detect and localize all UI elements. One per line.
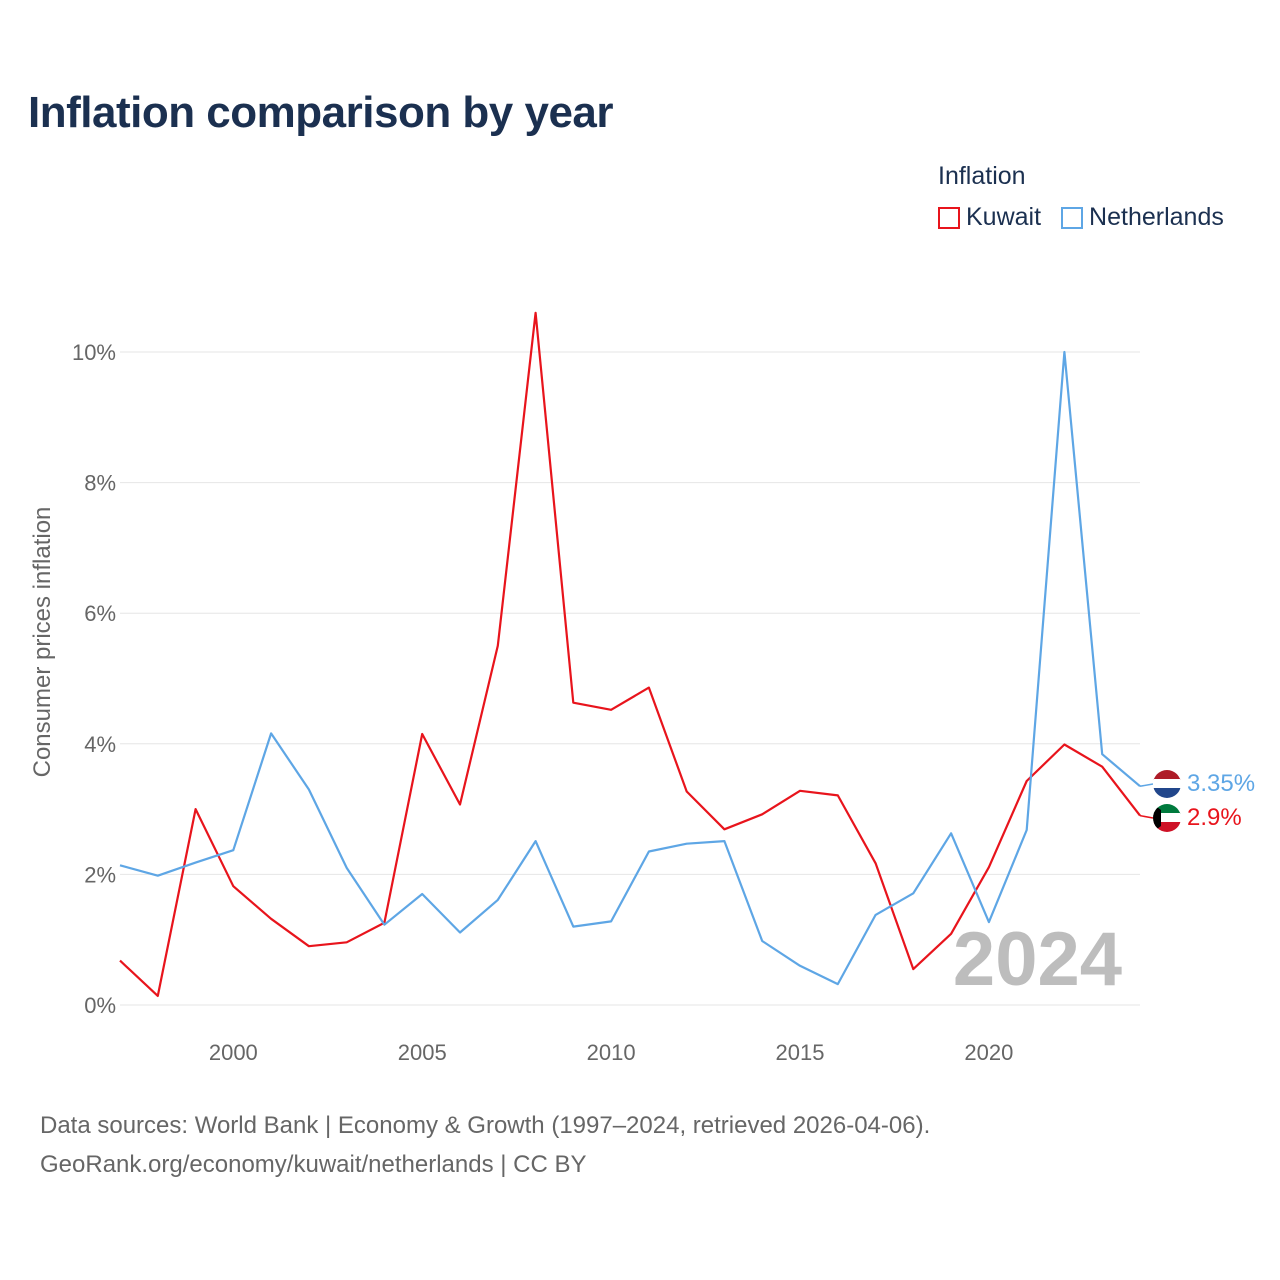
data-point-kuwait[interactable] (496, 644, 500, 648)
flag-netherlands-icon (1153, 770, 1181, 798)
legend-label-netherlands: Netherlands (1089, 203, 1224, 231)
x-tick-label: 2020 (964, 1040, 1013, 1065)
data-point-kuwait[interactable] (911, 967, 915, 971)
x-tick-label: 2010 (587, 1040, 636, 1065)
data-point-netherlands[interactable] (949, 831, 953, 835)
data-point-kuwait[interactable] (609, 708, 613, 712)
data-point-kuwait[interactable] (1100, 765, 1104, 769)
data-point-netherlands[interactable] (836, 982, 840, 986)
data-point-netherlands[interactable] (571, 925, 575, 929)
end-connector-kuwait (1139, 814, 1154, 819)
data-point-kuwait[interactable] (1062, 742, 1066, 746)
data-point-netherlands[interactable] (231, 848, 235, 852)
data-point-netherlands[interactable] (345, 866, 349, 870)
data-point-netherlands[interactable] (420, 892, 424, 896)
data-point-kuwait[interactable] (874, 861, 878, 865)
data-point-netherlands[interactable] (1025, 828, 1029, 832)
data-point-netherlands[interactable] (1100, 752, 1104, 756)
x-tick-label: 2015 (776, 1040, 825, 1065)
data-point-netherlands[interactable] (118, 863, 122, 867)
data-point-netherlands[interactable] (156, 874, 160, 878)
data-point-netherlands[interactable] (382, 923, 386, 927)
legend-swatch-netherlands (1061, 206, 1084, 229)
x-tick-label: 2005 (398, 1040, 447, 1065)
series-group (118, 311, 1154, 998)
legend: Inflation Kuwait Netherlands (938, 162, 1224, 232)
legend-item-netherlands[interactable]: Netherlands (1061, 203, 1224, 232)
x-tick-label: 2000 (209, 1040, 258, 1065)
data-point-netherlands[interactable] (874, 913, 878, 917)
series-line-netherlands (119, 350, 1141, 986)
data-point-netherlands[interactable] (609, 919, 613, 923)
y-tick-label: 6% (84, 601, 116, 626)
end-label-netherlands: 3.35% (1187, 770, 1255, 797)
data-point-netherlands[interactable] (760, 939, 764, 943)
data-point-kuwait[interactable] (269, 917, 273, 921)
y-axis-label: Consumer prices inflation (29, 507, 56, 778)
data-point-kuwait[interactable] (534, 311, 538, 315)
y-tick-label: 0% (84, 993, 116, 1018)
y-tick-label: 10% (72, 340, 116, 365)
source-link[interactable]: GeoRank.org/economy/kuwait/netherlands |… (40, 1151, 587, 1178)
data-point-netherlands[interactable] (798, 964, 802, 968)
data-point-kuwait[interactable] (156, 994, 160, 998)
legend-item-kuwait[interactable]: Kuwait (938, 203, 1041, 232)
data-point-netherlands[interactable] (1062, 350, 1066, 354)
data-point-netherlands[interactable] (534, 839, 538, 843)
end-connector-netherlands (1139, 783, 1154, 787)
legend-swatch-kuwait (938, 206, 960, 229)
data-point-netherlands[interactable] (647, 850, 651, 854)
chart-title: Inflation comparison by year (28, 88, 614, 137)
data-point-kuwait[interactable] (307, 944, 311, 948)
grid (120, 351, 1140, 1006)
data-sources-text: Data sources: World Bank | Economy & Gro… (40, 1112, 931, 1139)
data-point-netherlands[interactable] (194, 861, 198, 865)
data-point-kuwait[interactable] (722, 827, 726, 831)
y-tick-label: 8% (84, 471, 116, 496)
legend-title: Inflation (938, 162, 1026, 190)
data-point-netherlands[interactable] (307, 788, 311, 792)
data-point-netherlands[interactable] (685, 842, 689, 846)
series-line-kuwait (119, 311, 1141, 998)
data-point-netherlands[interactable] (458, 931, 462, 935)
data-point-kuwait[interactable] (798, 789, 802, 793)
data-point-netherlands[interactable] (722, 839, 726, 843)
data-point-netherlands[interactable] (911, 891, 915, 895)
x-axis: 2000 2005 2010 2015 2020 (209, 1040, 1014, 1065)
data-point-netherlands[interactable] (987, 920, 991, 924)
data-point-kuwait[interactable] (987, 865, 991, 869)
data-point-kuwait[interactable] (836, 793, 840, 797)
data-point-kuwait[interactable] (420, 732, 424, 736)
data-point-kuwait[interactable] (194, 807, 198, 811)
data-point-kuwait[interactable] (345, 940, 349, 944)
data-point-kuwait[interactable] (231, 884, 235, 888)
data-point-kuwait[interactable] (949, 932, 953, 936)
y-tick-label: 4% (84, 732, 116, 757)
y-tick-label: 2% (84, 862, 116, 887)
footer: Data sources: World Bank | Economy & Gro… (40, 1106, 930, 1184)
end-label-kuwait: 2.9% (1187, 804, 1242, 831)
year-watermark: 2024 (953, 917, 1122, 1002)
data-point-kuwait[interactable] (685, 789, 689, 793)
data-point-kuwait[interactable] (458, 803, 462, 807)
data-point-kuwait[interactable] (118, 959, 122, 963)
legend-label-kuwait: Kuwait (966, 203, 1042, 231)
flag-kuwait-icon (1153, 804, 1181, 832)
data-point-kuwait[interactable] (571, 701, 575, 705)
data-point-netherlands[interactable] (269, 731, 273, 735)
y-axis: 0% 2% 4% 6% 8% 10% (72, 340, 116, 1018)
data-point-kuwait[interactable] (647, 686, 651, 690)
data-point-kuwait[interactable] (1025, 779, 1029, 783)
data-point-netherlands[interactable] (496, 898, 500, 902)
data-point-kuwait[interactable] (760, 812, 764, 816)
